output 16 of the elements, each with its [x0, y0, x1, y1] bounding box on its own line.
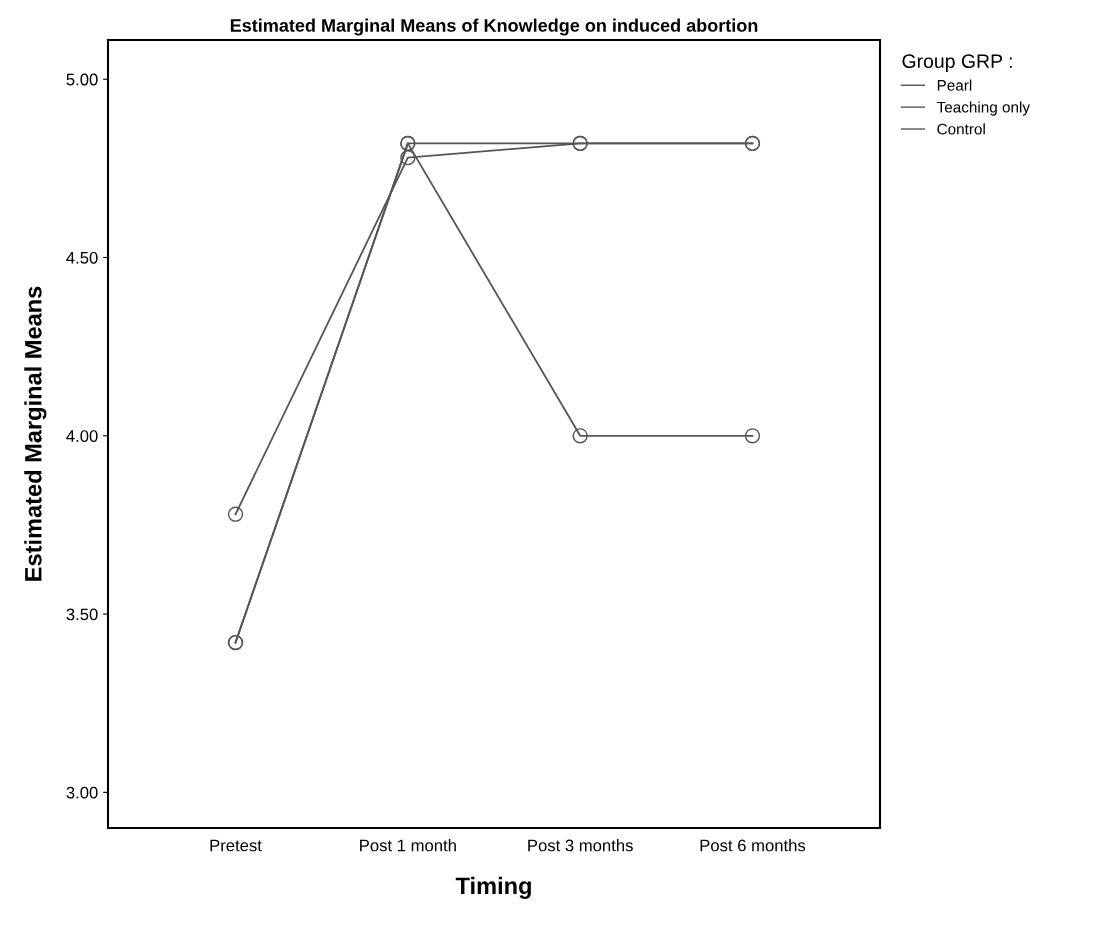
x-tick-label: Pretest: [210, 839, 262, 852]
y-axis-title: Estimated Marginal Means: [24, 286, 47, 581]
chart-title: Estimated Marginal Means of Knowledge on induced abortion: [230, 18, 758, 36]
y-tick-label: 3.50: [66, 608, 98, 621]
x-axis-title: Timing: [455, 876, 531, 899]
y-tick-label: 5.00: [66, 73, 98, 86]
y-tick-label: 3.00: [66, 786, 98, 799]
x-tick-label: Post 6 months: [700, 839, 806, 852]
legend-label: Teaching only: [936, 101, 1030, 116]
legend-label: Pearl: [937, 79, 972, 91]
legend-label: Control: [937, 123, 985, 135]
y-tick-label: 4.50: [66, 251, 98, 264]
x-tick-label: Post 1 month: [360, 839, 456, 852]
legend-title: Group GRP :: [902, 54, 1012, 72]
y-tick-label: 4.00: [66, 430, 98, 442]
x-tick-label: Post 3 months: [528, 839, 633, 852]
